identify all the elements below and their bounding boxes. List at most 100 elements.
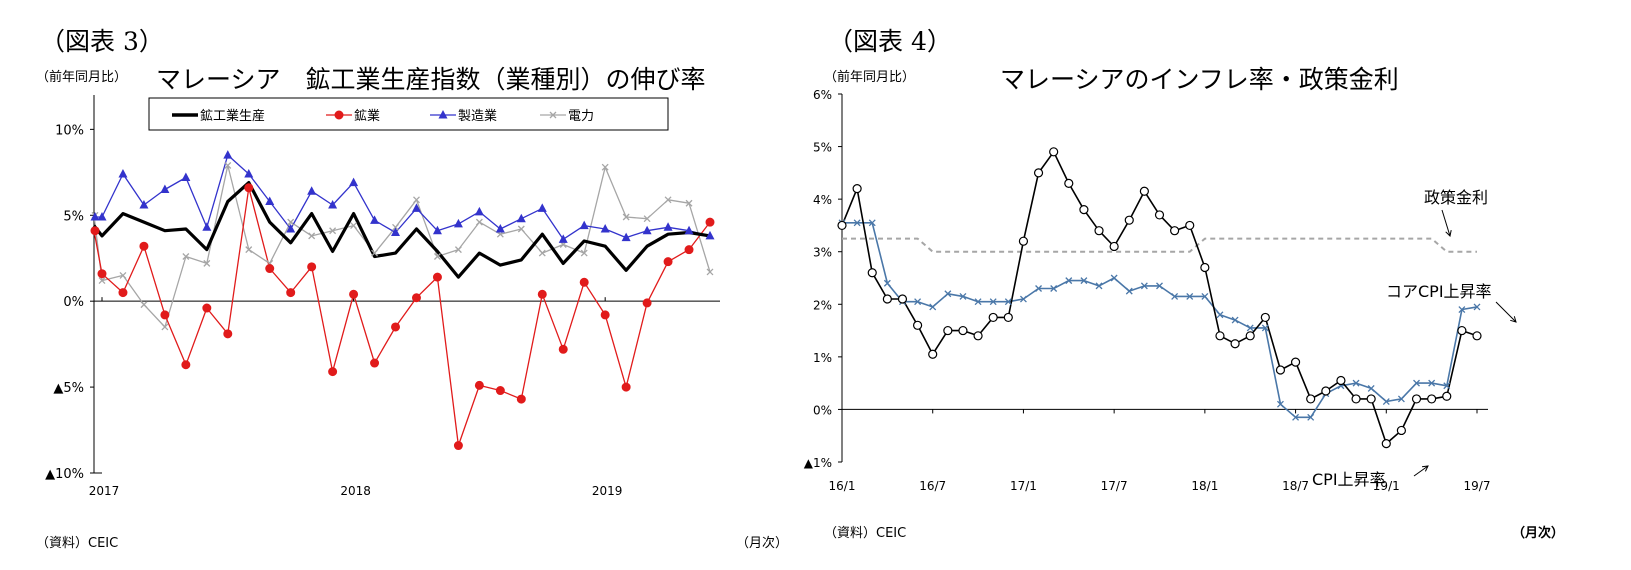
c3-point-s2-15 (411, 203, 421, 212)
c3-point-s2-5 (202, 222, 212, 231)
c4-point-s0-32 (1321, 386, 1331, 396)
c4-arrow-policy-rate (1441, 209, 1451, 237)
c4-point-s1-14 (1050, 285, 1058, 292)
c4-point-s0-5 (912, 320, 923, 330)
c4-point-s1-6 (929, 303, 937, 311)
c4-point-s1-11 (1004, 298, 1012, 306)
c3-point-s2-3 (160, 184, 170, 193)
c3-point-s1-29 (705, 217, 715, 227)
c3-point-s3-29 (706, 268, 714, 276)
c4-y-tick-label-0: 6% (813, 88, 832, 102)
c4-y-tick-label-4: 2% (813, 298, 832, 312)
c3-y-tick-label-1: 5% (63, 209, 84, 224)
c4-point-s1-2 (868, 219, 876, 227)
c3-point-s2-first (90, 211, 100, 221)
c4-point-s0-41 (1457, 325, 1467, 336)
c3-point-s3-23 (580, 249, 588, 257)
c3-point-s1-12 (349, 289, 359, 299)
c3-point-s2-19 (495, 224, 505, 233)
c3-point-s3-13 (371, 249, 379, 257)
c3-point-s1-8 (265, 264, 275, 274)
c3-point-s2-27 (663, 222, 673, 231)
c3-point-s3-3 (161, 323, 169, 331)
c3-point-s3-26 (643, 215, 651, 223)
c3-point-s2-29 (705, 230, 715, 240)
c4-point-s1-3 (883, 279, 891, 287)
c4-point-s0-12 (1018, 236, 1029, 246)
c3-x-tick-label-0: 2017 (89, 484, 120, 498)
c3-point-s1-23 (579, 277, 589, 287)
c3-y-tick-label-2: 0% (63, 295, 84, 310)
c4-y-tick-label-6: 0% (813, 403, 832, 417)
c3-point-s2-21 (537, 203, 547, 212)
c4-point-s1-7 (944, 290, 952, 298)
c4-point-s0-4 (897, 294, 908, 304)
c3-point-s1-17 (453, 441, 463, 451)
c4-point-s1-13 (1035, 285, 1043, 292)
c4-point-s0-0 (837, 220, 847, 231)
c4-point-s0-8 (958, 325, 968, 336)
c3-point-s1-6 (223, 329, 233, 339)
c4-y-tick-label-1: 5% (813, 141, 832, 155)
figure4-label: （図表 4） (828, 27, 952, 56)
c3-point-s2-4 (181, 172, 191, 181)
c4-point-s1-10 (989, 298, 997, 306)
c3-point-s3-12 (350, 222, 358, 230)
c3-point-s1-26 (642, 298, 652, 308)
c3-point-s2-17 (453, 218, 463, 228)
c3-legend-marker-3 (549, 111, 557, 119)
c4-point-s0-34 (1351, 394, 1361, 404)
c4-point-s0-25 (1215, 331, 1225, 341)
c3-point-s2-18 (474, 206, 484, 216)
c3-point-s3-24 (601, 163, 609, 171)
c4-point-s0-40 (1442, 391, 1452, 401)
c4-point-s1-28 (1261, 324, 1269, 332)
c3-point-s2-26 (642, 225, 652, 235)
c3-legend-marker-1 (334, 110, 344, 120)
c4-point-s0-18 (1109, 241, 1119, 252)
figure4-title: マレーシアのインフレ率・政策金利 (1000, 65, 1399, 94)
c3-point-s3-2 (140, 301, 148, 309)
c4-point-s1-20 (1140, 282, 1148, 290)
c4-arrow-core-cpi (1495, 301, 1517, 323)
c4-point-s1-22 (1171, 292, 1179, 300)
c4-point-s1-12 (1019, 295, 1027, 303)
c4-point-s0-6 (928, 349, 938, 359)
c4-point-s1-15 (1065, 277, 1073, 285)
c4-point-s0-14 (1049, 147, 1059, 157)
c3-point-s1-22 (558, 344, 568, 354)
c4-point-s0-13 (1033, 168, 1044, 178)
c3-point-s1-7 (244, 183, 254, 193)
c3-point-s1-28 (684, 245, 694, 255)
c3-point-s1-20 (516, 394, 526, 404)
c3-point-s3-11 (329, 227, 337, 235)
c3-point-s1-11 (328, 367, 338, 377)
c4-point-s1-1 (853, 219, 861, 227)
c3-point-s1-18 (474, 380, 484, 390)
c3-point-s1-19 (495, 386, 505, 396)
c3-point-s1-4 (181, 360, 191, 370)
c3-point-s3-20 (517, 225, 525, 233)
c3-y-tick-label-4: ▲10% (45, 467, 84, 482)
c3-point-s2-10 (307, 186, 317, 195)
c3-point-s1-27 (663, 257, 673, 267)
c3-point-s1-first (90, 226, 100, 236)
c3-legend-box (148, 97, 669, 131)
c4-x-tick-label-0: 16/1 (829, 479, 856, 493)
c3-point-s2-12 (349, 177, 359, 187)
c4-point-s0-19 (1124, 215, 1134, 225)
c3-point-s2-24 (600, 224, 610, 233)
figure3-ylabel: （前年同月比） (36, 70, 128, 85)
c4-point-s0-22 (1170, 226, 1180, 236)
c3-point-s1-0 (97, 269, 107, 279)
c3-point-s2-6 (223, 150, 233, 159)
c4-y-tick-label-7: ▲1% (804, 456, 832, 470)
c4-series-line-2 (842, 237, 1477, 253)
c4-point-s1-37 (1397, 395, 1405, 403)
c3-legend-label-2: 製造業 (458, 108, 497, 124)
c3-point-s3-18 (475, 218, 483, 226)
c4-point-s0-24 (1200, 262, 1210, 273)
c3-point-s2-20 (516, 213, 526, 223)
c4-point-s1-41 (1458, 306, 1466, 314)
c3-point-s3-6 (224, 161, 232, 169)
